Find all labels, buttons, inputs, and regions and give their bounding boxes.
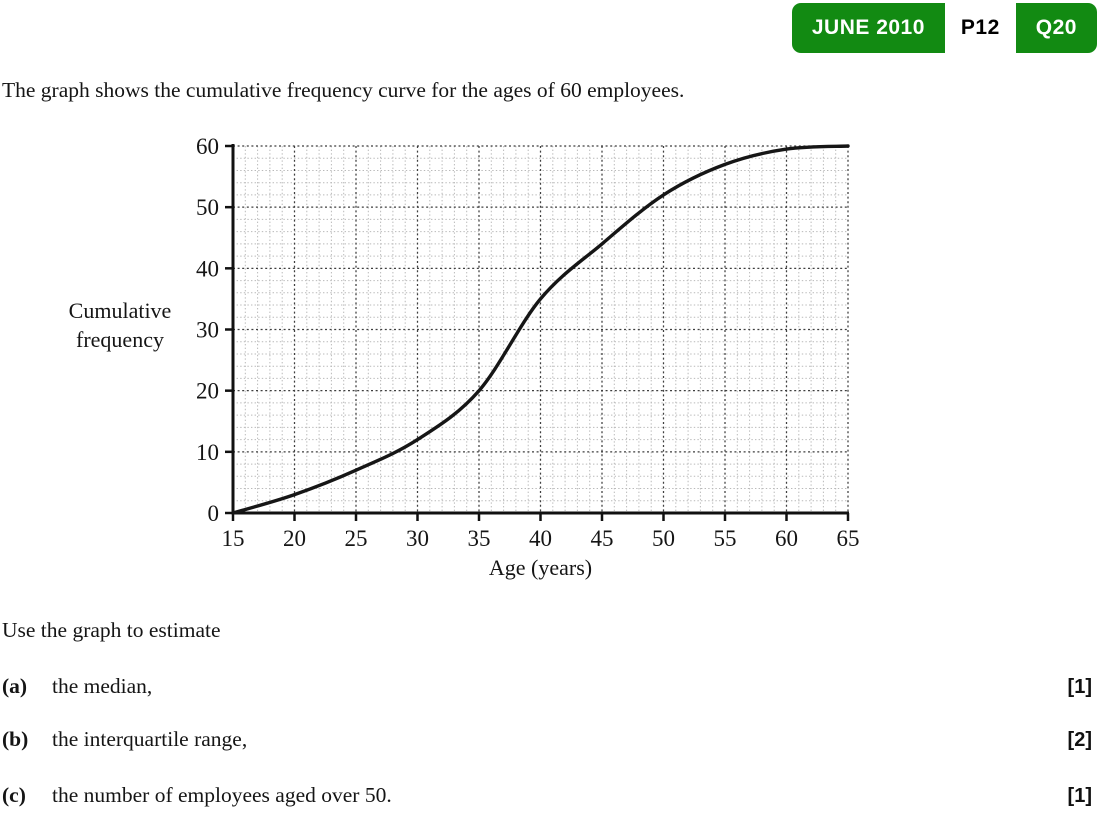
svg-text:30: 30 <box>196 318 219 343</box>
cumulative-frequency-chart: 15 20 25 30 35 40 45 50 55 60 65 0 10 20 30 40 50 60 Cumul… <box>69 134 860 580</box>
part-a-text: the median, <box>52 674 153 698</box>
part-a-marks: [1] <box>1067 676 1092 698</box>
axis-titles: Cumulative frequency Age (years) <box>69 298 592 580</box>
svg-text:60: 60 <box>775 526 798 551</box>
questions-lead: Use the graph to estimate <box>2 618 221 642</box>
badge-paper-label: P12 <box>944 3 1016 53</box>
intro-text: The graph shows the cumulative frequency… <box>2 78 685 102</box>
x-axis-ticks: 15 20 25 30 35 40 45 50 55 60 65 <box>222 513 860 551</box>
question-part-a: (a) the median, [1] <box>2 674 1092 699</box>
svg-text:50: 50 <box>196 195 219 220</box>
cumulative-frequency-curve <box>231 144 850 515</box>
y-axis-ticks: 0 10 20 30 40 50 60 <box>196 134 233 526</box>
part-a-label: (a) <box>2 674 28 698</box>
svg-text:40: 40 <box>529 526 552 551</box>
svg-text:55: 55 <box>714 526 737 551</box>
svg-text:15: 15 <box>222 526 245 551</box>
question-ref-badge: JUNE 2010 P12 Q20 <box>791 3 1097 53</box>
part-c-marks: [1] <box>1067 785 1092 807</box>
badge-session-label: JUNE 2010 <box>791 3 945 53</box>
svg-text:35: 35 <box>468 526 491 551</box>
svg-text:65: 65 <box>837 526 860 551</box>
grid-minor <box>233 146 848 513</box>
part-b-marks: [2] <box>1067 729 1092 751</box>
question-part-c: (c) the number of employees aged over 50… <box>2 783 1092 808</box>
question-part-b: (b) the interquartile range, [2] <box>2 727 1092 752</box>
badge-question-label: Q20 <box>1015 3 1097 53</box>
svg-text:20: 20 <box>196 379 219 404</box>
svg-text:45: 45 <box>591 526 614 551</box>
svg-text:25: 25 <box>345 526 368 551</box>
part-c-text: the number of employees aged over 50. <box>52 783 392 807</box>
part-b-text: the interquartile range, <box>52 727 248 751</box>
svg-text:50: 50 <box>652 526 675 551</box>
svg-text:frequency: frequency <box>76 327 164 352</box>
grid-major <box>233 145 849 513</box>
svg-text:30: 30 <box>406 526 429 551</box>
svg-text:Cumulative: Cumulative <box>69 298 172 323</box>
part-b-label: (b) <box>2 727 29 751</box>
svg-text:40: 40 <box>196 256 219 281</box>
svg-text:10: 10 <box>196 440 219 465</box>
svg-text:60: 60 <box>196 134 219 159</box>
svg-text:0: 0 <box>208 501 220 526</box>
part-c-label: (c) <box>2 783 26 807</box>
svg-text:20: 20 <box>283 526 306 551</box>
svg-text:Age (years): Age (years) <box>489 555 592 580</box>
